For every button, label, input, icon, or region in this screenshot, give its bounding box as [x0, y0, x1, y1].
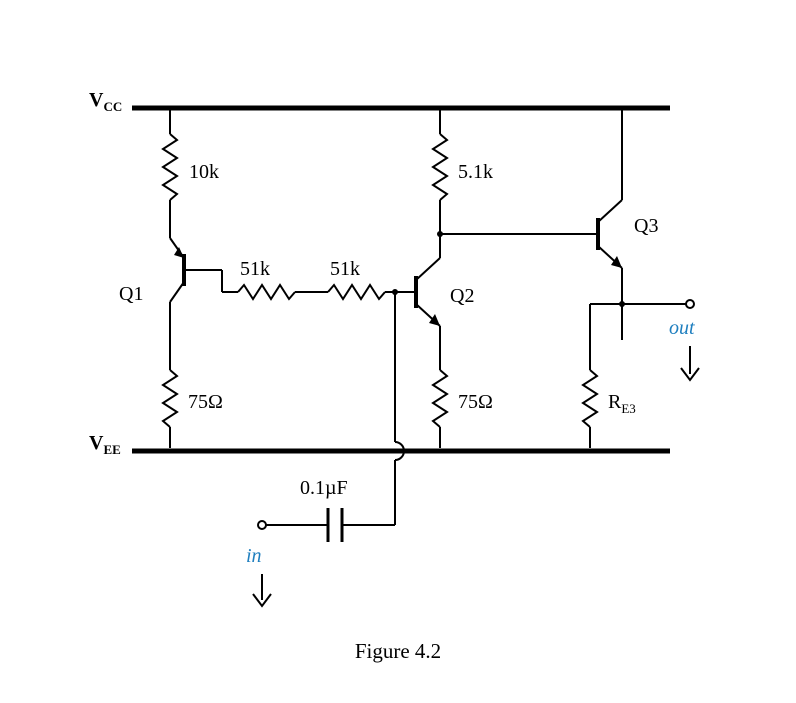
r-c1-label: 10k: [189, 161, 219, 183]
resistor-51k-b: [328, 285, 385, 299]
resistor-51k-a: [238, 285, 295, 299]
r-b1-label: 51k: [240, 258, 270, 280]
q2-emitter-arrow: [429, 314, 440, 326]
circuit-diagram: VCC VEE 10k Q1 75Ω 51k 51k 5.1k: [0, 0, 796, 703]
r-e3-label: RE3: [608, 391, 636, 416]
resistor-75-right: [433, 370, 447, 427]
q3-label: Q3: [634, 215, 658, 237]
r-e2-label: 75Ω: [458, 391, 493, 413]
out-terminal: [686, 300, 694, 308]
vee-label: VEE: [89, 432, 121, 457]
q1-collector: [170, 282, 184, 302]
resistor-5p1k: [433, 134, 447, 200]
vcc-label: VCC: [89, 89, 122, 114]
r-c2-label: 5.1k: [458, 161, 493, 183]
circuit-svg: VCC VEE 10k Q1 75Ω 51k 51k 5.1k: [0, 0, 796, 703]
in-terminal: [258, 521, 266, 529]
in-label: in: [246, 545, 262, 567]
q3-collector: [598, 200, 622, 222]
resistor-10k: [163, 134, 177, 200]
q1-label: Q1: [119, 283, 143, 305]
q3-emitter-arrow: [611, 256, 622, 268]
out-label: out: [669, 317, 695, 339]
c-in-label: 0.1µF: [300, 477, 348, 499]
figure-caption: Figure 4.2: [355, 639, 441, 663]
q2-collector: [416, 258, 440, 280]
r-e1-label: 75Ω: [188, 391, 223, 413]
q1-emitter-arrow: [174, 247, 184, 258]
resistor-re3: [583, 370, 597, 427]
r-b2-label: 51k: [330, 258, 360, 280]
q2-label: Q2: [450, 285, 474, 307]
resistor-75-left: [163, 370, 177, 427]
